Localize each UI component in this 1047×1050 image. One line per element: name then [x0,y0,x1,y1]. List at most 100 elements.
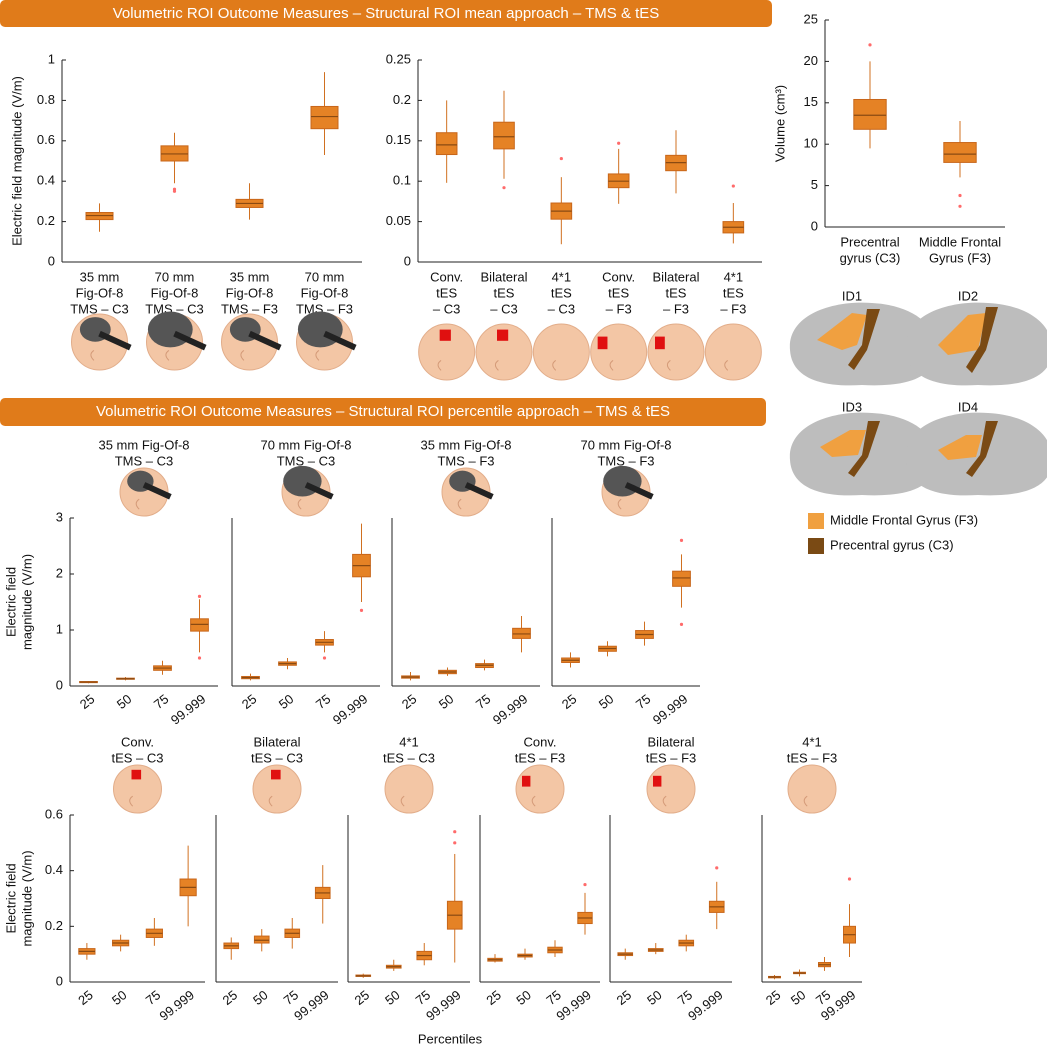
x-tick-label: 50 [513,987,534,1008]
head [787,764,837,814]
x-tick-label: 99.999 [168,691,209,727]
outlier [715,866,719,870]
x-tick-label: 99.999 [685,987,726,1023]
panel-title: tES – F3 [646,750,697,765]
ear [552,359,557,371]
legend-label: Precentral gyrus (C3) [830,537,954,552]
x-tick-label: 50 [109,987,130,1008]
x-tick-label: 25 [75,987,96,1008]
head-icon [441,467,494,517]
brain-id: ID1 [842,288,862,303]
x-tick-label: 25 [352,987,373,1008]
ear [803,795,808,807]
panel-title: 70 mm Fig-Of-8 [580,437,671,452]
head [590,323,648,381]
coil-handle [248,330,282,351]
ear [617,498,622,510]
y-tick-label: 20 [804,53,818,68]
x-tick-label: 4*1 [724,269,744,284]
head-icon [296,311,357,371]
outlier [322,656,327,660]
electrode [522,775,531,787]
panel-title: tES – C3 [111,750,163,765]
panel-title: Conv. [121,734,154,749]
outlier [958,193,962,198]
x-tick-label: 70 mm [155,269,195,284]
x-tick-label: Precentral [840,234,899,249]
head-icon [146,311,207,371]
x-tick-label: TMS – C3 [70,301,129,316]
header-bar [0,0,772,27]
y-tick-label: 0 [404,253,411,268]
outlier [731,184,735,188]
x-tick-label: Fig-Of-8 [226,285,274,300]
x-tick-label: 99.999 [423,987,464,1023]
panel-title: Conv. [524,734,557,749]
panel-title: tES – C3 [251,750,303,765]
x-tick-label: 50 [436,691,457,712]
x-tick-label: tES [666,285,687,300]
head-icon [252,764,302,814]
brain-panel: ID1 ID2 ID3 ID4 Middle Frontal Gyrus (F3… [789,288,1047,554]
brain-id: ID4 [958,399,978,414]
panel-title: 4*1 [399,734,419,749]
y-axis-label: Electric field magnitude (V/m) [9,76,24,246]
x-tick-label: 99.999 [650,691,691,727]
head [475,323,533,381]
x-tick-label: TMS – F3 [296,301,353,316]
ear [135,498,140,510]
x-tick-label: 75 [473,691,494,712]
outlier [847,877,852,881]
x-tick-label: Conv. [602,269,635,284]
x-tick-label: 25 [239,691,260,712]
panel-title: Bilateral [254,734,301,749]
ear [724,359,729,371]
ear [400,795,405,807]
x-tick-label: 25 [614,987,635,1008]
x-tick-label: 25 [220,987,241,1008]
x-tick-label: tES [436,285,457,300]
ear [531,795,536,807]
y-tick-label: 2 [56,565,63,580]
x-tick-label: – C3 [433,301,460,316]
x-axis-label: Percentiles [418,1031,483,1046]
head [384,764,434,814]
x-tick-label: 75 [633,691,654,712]
head-icon [532,323,590,381]
ear [297,498,302,510]
y-tick-label: 0.2 [45,918,63,933]
head-icon [647,323,705,381]
coil-handle [304,482,334,500]
x-tick-label: – F3 [606,301,632,316]
y-tick-label: 0.4 [45,862,63,877]
x-tick-label: 25 [77,691,98,712]
head [647,323,705,381]
x-tick-label: 75 [281,987,302,1008]
electrode [497,329,509,341]
x-tick-label: 25 [559,691,580,712]
head-icon [646,764,696,814]
outlier [359,608,364,613]
x-tick-label: Fig-Of-8 [301,285,349,300]
y-tick-label: 0.05 [386,213,411,228]
header-bar [0,398,766,426]
x-tick-label: 35 mm [80,269,120,284]
electrode [655,336,665,350]
panel-title: 70 mm Fig-Of-8 [260,437,351,452]
box [943,142,977,163]
x-tick-label: TMS – F3 [221,301,278,316]
y-tick-label: 0.2 [393,92,411,107]
y-axis-label: magnitude (V/m) [19,554,34,650]
legend-label: Middle Frontal Gyrus (F3) [830,512,978,527]
outlier [453,841,457,845]
outlier [197,594,202,599]
brain-id: ID2 [958,288,978,303]
brain [905,412,1047,496]
head [646,764,696,814]
x-tick-label: Bilateral [481,269,528,284]
x-tick-label: tES [494,285,515,300]
head-icon [113,764,162,814]
x-tick-label: tES [551,285,572,300]
ear [315,349,320,361]
x-tick-label: TMS – C3 [145,301,204,316]
